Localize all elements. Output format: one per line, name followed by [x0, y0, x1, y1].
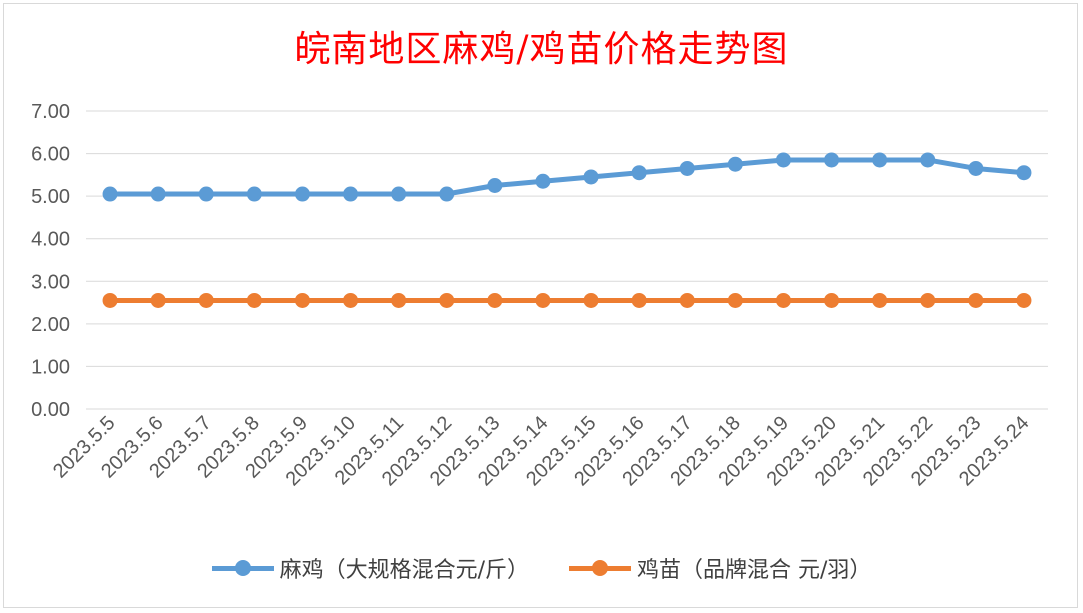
data-point: [872, 152, 888, 168]
y-tick-label: 1.00: [31, 356, 70, 378]
series-layer: [102, 152, 1032, 308]
data-point: [391, 292, 407, 308]
gridlines: [86, 110, 1048, 410]
legend-label-1: 麻鸡（大规格混合元/斤）: [279, 558, 529, 583]
data-point: [535, 292, 551, 308]
data-point: [343, 186, 359, 202]
data-point: [102, 186, 118, 202]
data-point: [775, 292, 791, 308]
data-point: [294, 186, 310, 202]
data-point: [872, 292, 888, 308]
data-point: [1016, 165, 1032, 181]
data-point: [246, 186, 262, 202]
legend-label-2: 鸡苗（品牌混合 元/羽）: [637, 558, 872, 583]
data-point: [583, 292, 599, 308]
data-point: [727, 156, 743, 172]
data-point: [583, 169, 599, 185]
y-tick-label: 2.00: [31, 314, 70, 336]
data-point: [391, 186, 407, 202]
series-line-1: [110, 157, 1025, 197]
data-point: [487, 178, 503, 193]
data-point: [631, 292, 647, 308]
data-point: [150, 292, 166, 308]
data-point: [246, 292, 262, 308]
data-point: [439, 292, 455, 308]
data-point: [920, 152, 936, 168]
data-point: [631, 165, 647, 181]
y-tick-label: 3.00: [31, 271, 70, 293]
legend-swatch-2: [569, 560, 631, 576]
y-tick-label: 5.00: [31, 186, 70, 208]
legend-item-jimiao: 鸡苗（品牌混合 元/羽）: [569, 552, 871, 584]
x-axis-labels: 2023.5.52023.5.62023.5.72023.5.82023.5.9…: [49, 412, 1034, 490]
legend: 麻鸡（大规格混合元/斤） 鸡苗（品牌混合 元/羽）: [0, 552, 1083, 584]
y-tick-label: 7.00: [31, 101, 70, 123]
data-point: [824, 152, 840, 168]
y-axis-labels: 0.00 1.00 2.00 3.00 4.00 5.00 6.00 7.00: [31, 101, 70, 421]
chart-title: 皖南地区麻鸡/鸡苗价格走势图: [294, 29, 789, 70]
legend-item-majī: 麻鸡（大规格混合元/斤）: [211, 552, 529, 584]
data-point: [150, 186, 166, 202]
data-point: [968, 160, 984, 176]
data-point: [968, 292, 984, 308]
data-point: [1016, 292, 1032, 308]
data-point: [294, 292, 310, 308]
data-point: [198, 292, 214, 308]
data-point: [535, 173, 551, 189]
data-point: [775, 152, 791, 168]
data-point: [727, 292, 743, 308]
y-tick-label: 6.00: [31, 144, 70, 166]
chart-frame: [3, 3, 1078, 608]
data-point: [679, 160, 695, 176]
legend-swatch-1: [211, 560, 274, 576]
data-point: [824, 292, 840, 308]
data-point: [102, 292, 118, 308]
data-point: [487, 292, 503, 308]
data-point: [198, 186, 214, 202]
data-point: [343, 292, 359, 308]
data-point: [439, 186, 455, 202]
y-tick-label: 4.00: [31, 229, 70, 251]
data-point: [920, 292, 936, 308]
y-tick-label: 0.00: [31, 399, 70, 421]
data-point: [679, 292, 695, 308]
